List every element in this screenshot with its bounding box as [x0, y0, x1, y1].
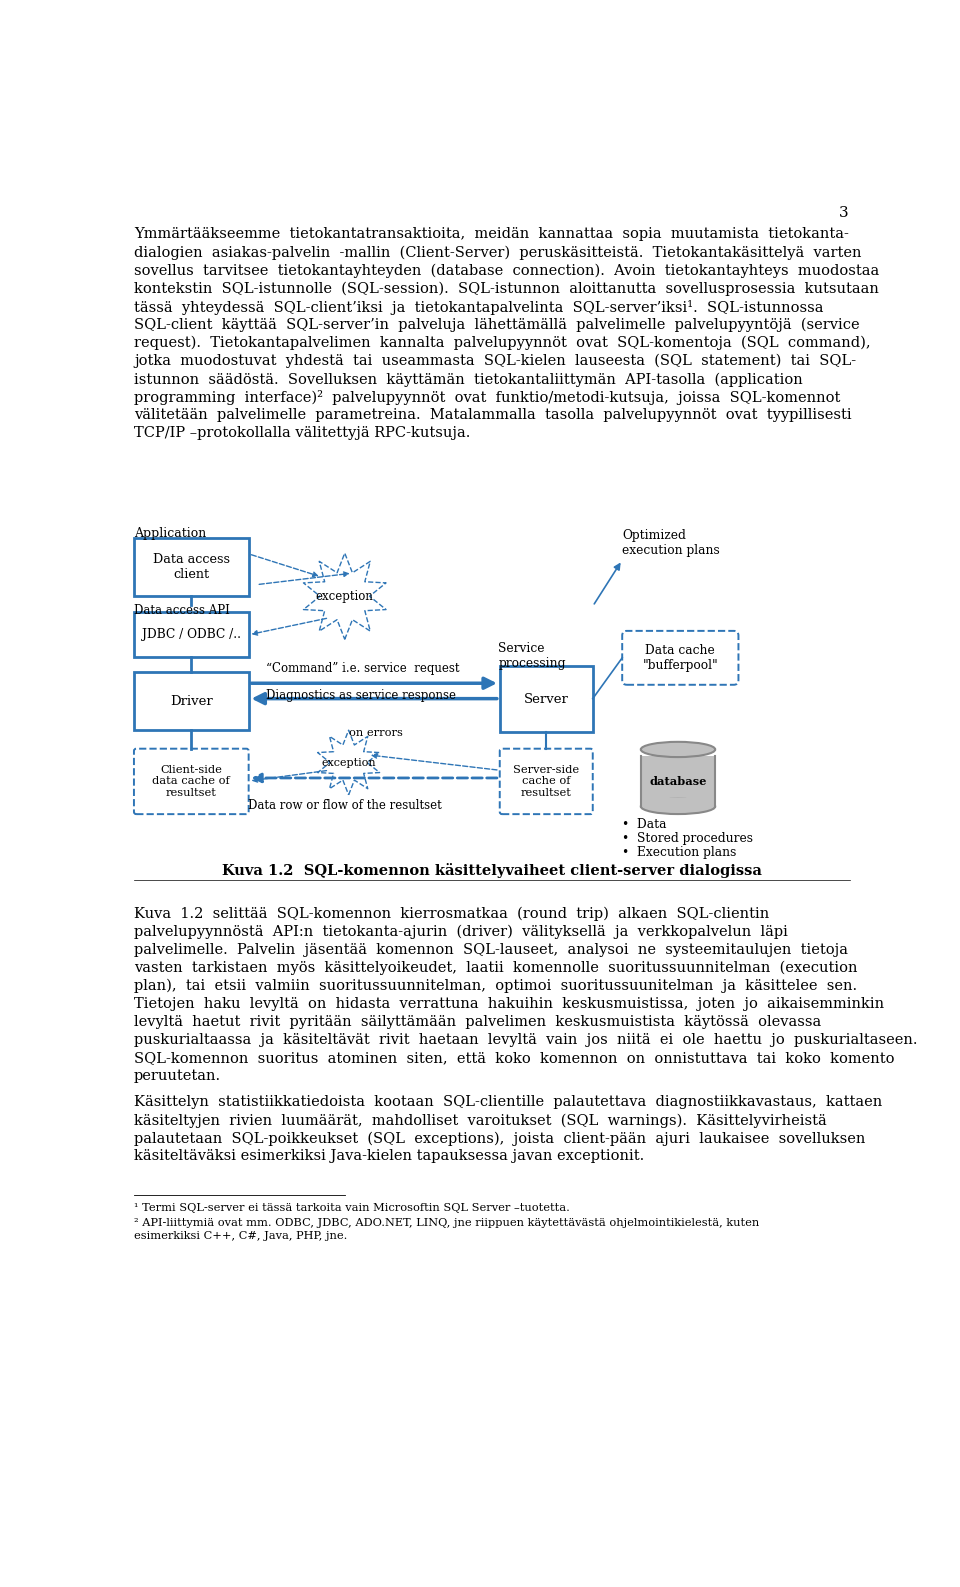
Text: TCP/IP –protokollalla välitettyjä RPC-kutsuja.: TCP/IP –protokollalla välitettyjä RPC-ku… [134, 427, 470, 441]
Text: Client-side
data cache of
resultset: Client-side data cache of resultset [153, 765, 230, 798]
Text: Application: Application [134, 527, 206, 540]
Text: Server: Server [524, 692, 568, 706]
Text: kontekstin  SQL-istunnolle  (SQL-session).  SQL-istunnon  aloittanutta  sovellus: kontekstin SQL-istunnolle (SQL-session).… [134, 281, 878, 297]
Text: database: database [649, 776, 707, 787]
Text: Kuva 1.2  SQL-komennon käsittelyvaiheet client-server dialogissa: Kuva 1.2 SQL-komennon käsittelyvaiheet c… [222, 863, 762, 879]
Text: Diagnostics as service response: Diagnostics as service response [266, 689, 456, 703]
Text: istunnon  säädöstä.  Sovelluksen  käyttämän  tietokantaliittymän  API-tasolla  (: istunnon säädöstä. Sovelluksen käyttämän… [134, 373, 803, 387]
Text: käsiteltyjen  rivien  luumäärät,  mahdolliset  varoitukset  (SQL  warnings).  Kä: käsiteltyjen rivien luumäärät, mahdollis… [134, 1114, 827, 1128]
Text: Driver: Driver [170, 695, 213, 708]
Text: Data row or flow of the resultset: Data row or flow of the resultset [248, 798, 442, 811]
Text: programming  interface)²  palvelupyynnöt  ovat  funktio/metodi-kutsuja,  joissa : programming interface)² palvelupyynnöt o… [134, 390, 840, 405]
Text: Data access API: Data access API [134, 605, 229, 617]
Text: Tietojen  haku  levyltä  on  hidasta  verrattuna  hakuihin  keskusmuistissa,  jo: Tietojen haku levyltä on hidasta verratt… [134, 997, 884, 1011]
Text: •  Stored procedures: • Stored procedures [622, 832, 754, 844]
Text: käsiteltäväksi esimerkiksi Java-kielen tapauksessa javan exceptionit.: käsiteltäväksi esimerkiksi Java-kielen t… [134, 1149, 644, 1163]
Text: palvelimelle.  Palvelin  jäsentää  komennon  SQL-lauseet,  analysoi  ne  systeem: palvelimelle. Palvelin jäsentää komennon… [134, 943, 848, 957]
Text: “Command” i.e. service  request: “Command” i.e. service request [266, 662, 459, 674]
Text: SQL-komennon  suoritus  atominen  siten,  että  koko  komennon  on  onnistuttava: SQL-komennon suoritus atominen siten, et… [134, 1051, 895, 1065]
Text: välitetään  palvelimelle  parametreina.  Matalammalla  tasolla  palvelupyynnöt  : välitetään palvelimelle parametreina. Ma… [134, 408, 852, 422]
Text: Ymmärtääkseemme  tietokantatransaktioita,  meidän  kannattaa  sopia  muutamista : Ymmärtääkseemme tietokantatransaktioita,… [134, 227, 849, 241]
Text: Data cache
"bufferpool": Data cache "bufferpool" [642, 644, 718, 671]
Text: Käsittelyn  statistiikkatiedoista  kootaan  SQL-clientille  palautettava  diagno: Käsittelyn statistiikkatiedoista kootaan… [134, 1095, 882, 1109]
Bar [134, 613, 249, 657]
Text: •  Execution plans: • Execution plans [622, 846, 736, 859]
Text: Kuva  1.2  selittää  SQL-komennon  kierrosmatkaa  (round  trip)  alkaen  SQL-cli: Kuva 1.2 selittää SQL-komennon kierrosma… [134, 906, 769, 920]
Text: on errors: on errors [348, 728, 402, 738]
Bar [641, 757, 715, 806]
Text: 3: 3 [839, 206, 849, 221]
Text: vasten  tarkistaen  myös  käsittelyoikeudet,  laatii  komennolle  suoritussuunni: vasten tarkistaen myös käsittelyoikeudet… [134, 960, 857, 976]
Text: levyltä  haetut  rivit  pyritään  säilyttämään  palvelimen  keskusmuistista  käy: levyltä haetut rivit pyritään säilyttämä… [134, 1016, 821, 1028]
Text: palautetaan  SQL-poikkeukset  (SQL  exceptions),  joista  client-pään  ajuri  la: palautetaan SQL-poikkeukset (SQL excepti… [134, 1132, 865, 1146]
Text: esimerkiksi C++, C#, Java, PHP, jne.: esimerkiksi C++, C#, Java, PHP, jne. [134, 1232, 348, 1241]
Text: ¹ Termi SQL-server ei tässä tarkoita vain Microsoftin SQL Server –tuotetta.: ¹ Termi SQL-server ei tässä tarkoita vai… [134, 1203, 570, 1212]
Text: plan),  tai  etsii  valmiin  suoritussuunnitelman,  optimoi  suoritussuunitelman: plan), tai etsii valmiin suoritussuunnit… [134, 979, 857, 993]
Text: dialogien  asiakas-palvelin  -mallin  (Client-Server)  peruskäsitteistä.  Tietok: dialogien asiakas-palvelin -mallin (Clie… [134, 246, 861, 260]
Bar [134, 538, 249, 597]
Text: exception: exception [316, 590, 373, 603]
Text: tässä  yhteydessä  SQL-client’iksi  ja  tietokantapalvelinta  SQL-server’iksi¹. : tässä yhteydessä SQL-client’iksi ja tiet… [134, 300, 824, 314]
Text: exception: exception [322, 757, 376, 768]
Text: palvelupyynnöstä  API:n  tietokanta-ajurin  (driver)  välityksellä  ja  verkkopa: palvelupyynnöstä API:n tietokanta-ajurin… [134, 925, 788, 940]
Ellipse shape [641, 798, 715, 814]
Text: JDBC / ODBC /..: JDBC / ODBC /.. [142, 628, 241, 641]
Bar [500, 667, 592, 732]
Text: peruutetan.: peruutetan. [134, 1070, 221, 1084]
Text: SQL-client  käyttää  SQL-server’in  palveluja  lähettämällä  palvelimelle  palve: SQL-client käyttää SQL-server’in palvelu… [134, 317, 859, 332]
Text: Data access
client: Data access client [153, 554, 229, 581]
Bar [640, 798, 716, 806]
Text: ² API-liittymiä ovat mm. ODBC, JDBC, ADO.NET, LINQ, jne riippuen käytettävästä o: ² API-liittymiä ovat mm. ODBC, JDBC, ADO… [134, 1217, 759, 1228]
FancyBboxPatch shape [500, 749, 592, 814]
FancyBboxPatch shape [622, 632, 738, 684]
Text: Service
processing: Service processing [498, 641, 565, 670]
Bar [134, 673, 249, 730]
Text: Optimized
execution plans: Optimized execution plans [622, 528, 720, 557]
Text: request).  Tietokantapalvelimen  kannalta  palvelupyynnöt  ovat  SQL-komentoja  : request). Tietokantapalvelimen kannalta … [134, 336, 871, 351]
Text: Server-side
cache of
resultset: Server-side cache of resultset [514, 765, 579, 798]
Ellipse shape [641, 741, 715, 757]
Text: jotka  muodostuvat  yhdestä  tai  useammasta  SQL-kielen  lauseesta  (SQL  state: jotka muodostuvat yhdestä tai useammasta… [134, 354, 856, 368]
FancyBboxPatch shape [134, 749, 249, 814]
Text: puskurialtaassa  ja  käsiteltävät  rivit  haetaan  levyltä  vain  jos  niitä  ei: puskurialtaassa ja käsiteltävät rivit ha… [134, 1033, 918, 1047]
Text: •  Data: • Data [622, 817, 666, 832]
Text: sovellus  tarvitsee  tietokantayhteyden  (database  connection).  Avoin  tietoka: sovellus tarvitsee tietokantayhteyden (d… [134, 263, 879, 278]
